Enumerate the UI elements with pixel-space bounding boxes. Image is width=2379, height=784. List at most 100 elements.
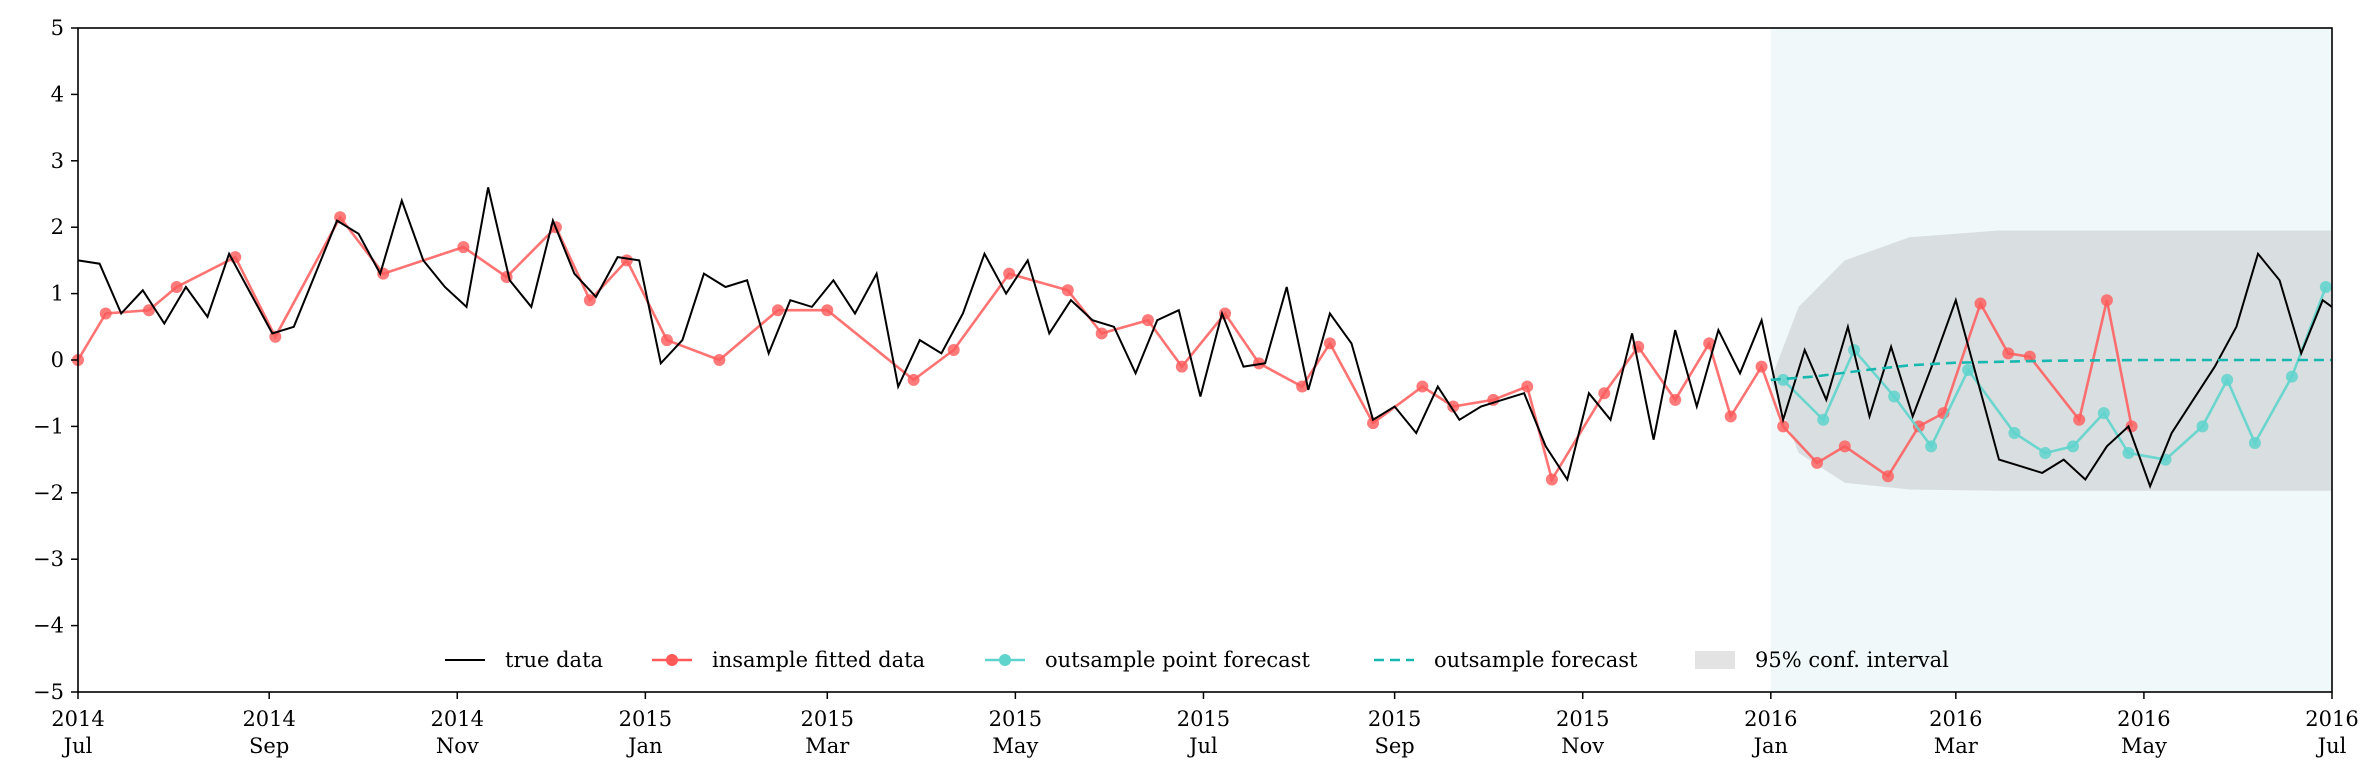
y-tick-label: 1	[51, 282, 64, 306]
insample-fitted-point	[771, 304, 784, 317]
insample-fitted-point	[1838, 440, 1851, 453]
insample-fitted-point	[713, 354, 726, 366]
x-tick-month: Mar	[1934, 734, 1979, 758]
insample-fitted-point	[1367, 417, 1380, 430]
insample-fitted-point	[2002, 347, 2015, 360]
x-tick-year: 2015	[619, 707, 672, 731]
insample-fitted-point	[1598, 387, 1611, 400]
insample-fitted-point	[1545, 473, 1558, 486]
insample-fitted-point	[1777, 420, 1790, 433]
insample-fitted-point	[99, 307, 112, 320]
legend-label: true data	[505, 648, 603, 672]
y-tick-label: 2	[51, 215, 64, 239]
y-tick-label: 0	[51, 348, 64, 372]
outsample-point-forecast-point	[1925, 440, 1938, 453]
outsample-point-forecast-point	[2039, 446, 2052, 459]
y-tick-label: 3	[51, 149, 64, 173]
outsample-point-forecast-point	[2097, 407, 2110, 420]
insample-fitted-line	[76, 214, 2133, 483]
legend: true data insample fitted data outsample p…	[445, 648, 1949, 672]
x-tick-year: 2015	[1556, 707, 1609, 731]
x-tick-month: Nov	[1561, 734, 1604, 758]
outsample-point-forecast-point	[2319, 280, 2332, 293]
x-tick-month: Jul	[1187, 734, 1218, 758]
outsample-point-forecast-point	[1962, 363, 1975, 376]
y-tick-label: −3	[33, 547, 64, 571]
x-tick-month: May	[992, 734, 1038, 758]
x-tick-month: Sep	[249, 734, 289, 758]
x-tick-month: Sep	[1374, 734, 1414, 758]
x-tick-year: 2014	[431, 707, 484, 731]
insample-fitted-point	[947, 344, 960, 357]
y-axis: −5 −4 −3 −2 −1 0 1 2 3 4 5	[33, 16, 78, 704]
x-tick-year: 2016	[2117, 707, 2170, 731]
insample-fitted-point	[1974, 297, 1987, 310]
insample-fitted-point	[2073, 413, 2086, 426]
insample-fitted-point	[1912, 420, 1925, 433]
x-axis: 2014 Jul 2014 Sep 2014 Nov 2015 Jan 2015 Mar 2015 M…	[51, 692, 2359, 758]
insample-fitted-point	[1447, 400, 1460, 413]
x-tick-month: Nov	[436, 734, 479, 758]
insample-fitted-point	[620, 254, 633, 267]
insample-fitted-point	[1755, 360, 1768, 373]
insample-fitted-point	[1296, 380, 1309, 393]
outsample-forecast-line	[1770, 358, 2332, 382]
y-tick-label: −1	[33, 414, 64, 438]
outsample-point-forecast-point	[1817, 413, 1830, 426]
insample-fitted-point	[583, 294, 596, 307]
legend-marker	[666, 654, 678, 666]
outsample-point-forecast-point	[2248, 437, 2261, 449]
outsample-point-forecast-point	[2221, 373, 2234, 386]
insample-fitted-point	[2023, 350, 2036, 363]
legend-label: 95% conf. interval	[1755, 648, 1949, 672]
series-layer	[72, 187, 2333, 489]
legend-label: outsample forecast	[1434, 648, 1638, 672]
insample-fitted-point	[142, 304, 155, 317]
x-tick-year: 2015	[1368, 707, 1421, 731]
insample-fitted-point	[1323, 337, 1336, 350]
insample-fitted-point	[1095, 327, 1108, 340]
outsample-point-forecast-point	[2066, 440, 2079, 453]
insample-fitted-point	[660, 334, 673, 347]
insample-fitted-point	[1703, 337, 1716, 350]
insample-fitted-point	[1175, 360, 1188, 373]
x-tick-month: Jul	[2316, 734, 2347, 758]
x-tick-month: May	[2121, 734, 2167, 758]
outsample-point-forecast-point	[2196, 420, 2209, 433]
x-tick-month: Mar	[805, 734, 850, 758]
true-data-line	[77, 187, 2333, 489]
x-tick-year: 2014	[242, 707, 295, 731]
x-tick-month: Jan	[1752, 734, 1788, 758]
insample-fitted-point	[2100, 294, 2113, 307]
x-tick-month: Jul	[62, 734, 93, 758]
outsample-point-forecast-point	[2008, 427, 2021, 440]
x-tick-year: 2014	[51, 707, 104, 731]
y-tick-label: 4	[51, 82, 64, 106]
x-tick-year: 2015	[801, 707, 854, 731]
insample-fitted-point	[1416, 380, 1429, 393]
outsample-point-forecast-point	[2285, 370, 2298, 383]
x-tick-year: 2016	[1744, 707, 1797, 731]
x-tick-year: 2016	[1929, 707, 1982, 731]
x-tick-month: Jan	[626, 734, 662, 758]
insample-fitted-point	[1724, 410, 1737, 423]
insample-fitted-point	[1061, 284, 1074, 297]
insample-fitted-point	[907, 373, 920, 386]
legend-marker	[999, 654, 1011, 666]
legend-swatch	[1695, 651, 1735, 669]
y-tick-label: −5	[33, 680, 64, 704]
x-tick-year: 2016	[2305, 707, 2358, 731]
insample-fitted-point	[1003, 267, 1016, 280]
y-tick-label: −2	[33, 481, 64, 505]
outsample-point-forecast-point	[2122, 446, 2135, 459]
legend-label: outsample point forecast	[1045, 648, 1310, 672]
outsample-point-forecast-point	[1777, 373, 1790, 386]
outsample-point-forecast-point	[1888, 390, 1901, 403]
insample-fitted-point	[1881, 470, 1894, 483]
x-tick-year: 2015	[989, 707, 1042, 731]
insample-fitted-point	[1811, 456, 1824, 469]
legend-label: insample fitted data	[712, 648, 925, 672]
insample-fitted-point	[821, 304, 834, 317]
insample-fitted-point	[457, 241, 470, 254]
